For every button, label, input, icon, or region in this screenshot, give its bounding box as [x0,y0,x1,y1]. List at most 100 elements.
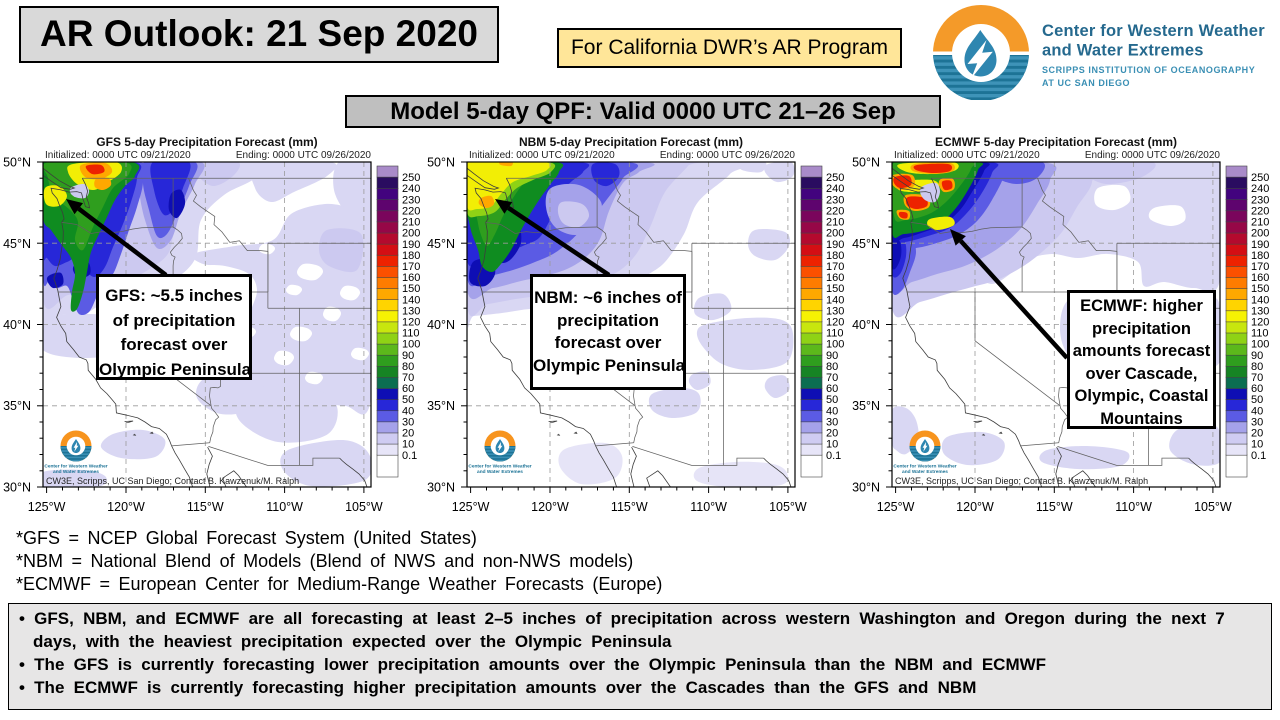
svg-text:230: 230 [826,194,844,206]
svg-text:120: 120 [826,317,844,329]
svg-text:20: 20 [402,428,414,440]
svg-text:120: 120 [1251,317,1269,329]
svg-text:250: 250 [402,172,420,184]
svg-text:130: 130 [402,305,420,317]
svg-text:0.1: 0.1 [826,450,841,462]
svg-text:and Water Extremes: and Water Extremes [902,469,948,475]
svg-text:150: 150 [402,283,420,295]
svg-text:30°N: 30°N [852,481,880,495]
svg-text:120°W: 120°W [956,500,994,514]
svg-text:35°N: 35°N [3,399,31,413]
svg-text:Initialized: 0000 UTC 09/21/20: Initialized: 0000 UTC 09/21/2020 [45,150,191,161]
svg-text:30°N: 30°N [427,481,455,495]
svg-text:45°N: 45°N [852,237,880,251]
svg-text:220: 220 [1251,205,1269,217]
svg-text:230: 230 [402,194,420,206]
svg-text:and Water Extremes: and Water Extremes [477,469,523,475]
svg-text:35°N: 35°N [852,399,880,413]
svg-text:125°W: 125°W [28,500,66,514]
svg-text:120°W: 120°W [531,500,569,514]
svg-text:115°W: 115°W [1036,500,1073,514]
svg-text:and Water Extremes: and Water Extremes [53,469,99,475]
svg-text:250: 250 [826,172,844,184]
svg-text:100: 100 [1251,339,1269,351]
svg-text:Ending: 0000 UTC 09/26/2020: Ending: 0000 UTC 09/26/2020 [1085,150,1221,161]
svg-text:50: 50 [826,394,838,406]
svg-text:0.1: 0.1 [1251,450,1266,462]
svg-text:80: 80 [826,361,838,373]
svg-text:190: 190 [402,239,420,251]
svg-text:105°W: 105°W [345,500,383,514]
svg-text:Center for Western Weather: Center for Western Weather [1042,22,1265,40]
svg-text:20: 20 [826,428,838,440]
svg-text:105°W: 105°W [1194,500,1232,514]
svg-text:35°N: 35°N [427,399,455,413]
svg-text:105°W: 105°W [769,500,807,514]
svg-text:125°W: 125°W [877,500,915,514]
svg-text:80: 80 [402,361,414,373]
svg-text:50°N: 50°N [3,156,31,170]
svg-text:Center for Western Weather: Center for Western Weather [44,464,107,470]
svg-text:ECMWF 5-day Precipitation Fore: ECMWF 5-day Precipitation Forecast (mm) [935,135,1177,149]
svg-text:125°W: 125°W [452,500,490,514]
svg-text:40°N: 40°N [3,318,31,332]
svg-text:150: 150 [826,283,844,295]
svg-text:Center for Western Weather: Center for Western Weather [893,464,956,470]
svg-text:170: 170 [402,261,420,273]
svg-text:40°N: 40°N [852,318,880,332]
svg-text:180: 180 [1251,250,1269,262]
svg-text:110°W: 110°W [1115,500,1152,514]
svg-text:250: 250 [1251,172,1269,184]
svg-text:240: 240 [826,183,844,195]
svg-text:190: 190 [826,239,844,251]
svg-text:Center for Western Weather: Center for Western Weather [468,464,531,470]
svg-text:130: 130 [826,305,844,317]
svg-text:240: 240 [1251,183,1269,195]
svg-text:50: 50 [1251,394,1263,406]
svg-text:and Water Extremes: and Water Extremes [1042,42,1204,60]
svg-text:10: 10 [826,439,838,451]
svg-text:10: 10 [1251,439,1263,451]
svg-text:140: 140 [1251,294,1269,306]
svg-text:Initialized: 0000 UTC 09/21/20: Initialized: 0000 UTC 09/21/2020 [469,150,615,161]
svg-text:110: 110 [826,328,844,340]
svg-text:150: 150 [1251,283,1269,295]
svg-text:40: 40 [402,405,414,417]
svg-text:Initialized: 0000 UTC 09/21/20: Initialized: 0000 UTC 09/21/2020 [894,150,1040,161]
svg-text:110: 110 [402,328,420,340]
svg-text:200: 200 [826,228,844,240]
svg-text:40: 40 [1251,405,1263,417]
svg-text:50°N: 50°N [427,156,455,170]
svg-text:140: 140 [826,294,844,306]
svg-text:130: 130 [1251,305,1269,317]
svg-text:Ending: 0000 UTC 09/26/2020: Ending: 0000 UTC 09/26/2020 [660,150,796,161]
svg-text:200: 200 [402,228,420,240]
svg-text:40: 40 [826,405,838,417]
svg-text:180: 180 [826,250,844,262]
svg-text:220: 220 [402,205,420,217]
svg-text:230: 230 [1251,194,1269,206]
svg-text:60: 60 [826,383,838,395]
svg-text:30: 30 [1251,417,1263,429]
svg-text:100: 100 [826,339,844,351]
svg-text:60: 60 [402,383,414,395]
svg-text:200: 200 [1251,228,1269,240]
svg-text:45°N: 45°N [3,237,31,251]
svg-text:NBM 5-day Precipitation Foreca: NBM 5-day Precipitation Forecast (mm) [519,135,743,149]
svg-text:220: 220 [826,205,844,217]
svg-text:180: 180 [402,250,420,262]
svg-text:115°W: 115°W [611,500,648,514]
svg-text:100: 100 [402,339,420,351]
svg-text:GFS 5-day Precipitation Foreca: GFS 5-day Precipitation Forecast (mm) [96,135,317,149]
svg-text:20: 20 [1251,428,1263,440]
svg-text:70: 70 [826,372,838,384]
svg-text:45°N: 45°N [427,237,455,251]
svg-text:60: 60 [1251,383,1263,395]
svg-text:80: 80 [1251,361,1263,373]
svg-text:115°W: 115°W [187,500,224,514]
svg-text:90: 90 [826,350,838,362]
svg-text:50°N: 50°N [852,156,880,170]
svg-text:50: 50 [402,394,414,406]
svg-text:AT UC SAN DIEGO: AT UC SAN DIEGO [1042,78,1130,88]
svg-text:140: 140 [402,294,420,306]
